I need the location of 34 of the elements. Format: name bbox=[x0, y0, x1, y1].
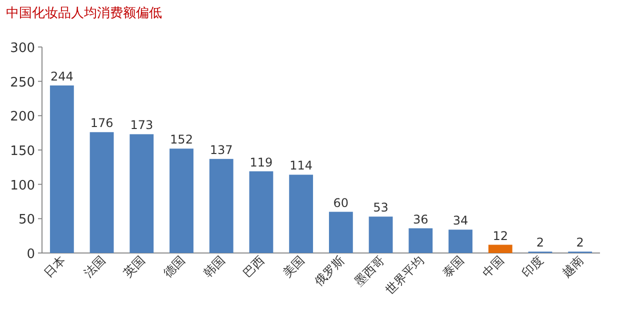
y-tick-label: 50 bbox=[18, 212, 35, 228]
y-tick-label: 200 bbox=[10, 110, 35, 125]
y-tick-label: 300 bbox=[10, 41, 35, 56]
y-tick-label: 100 bbox=[10, 178, 35, 194]
data-label: 173 bbox=[130, 118, 154, 132]
title: 中国化妆品人均消费额偏低 bbox=[6, 5, 162, 20]
y-tick-label: 0 bbox=[26, 247, 35, 262]
data-label: 53 bbox=[373, 200, 388, 215]
x-tick-label: 英国 bbox=[120, 253, 148, 280]
data-label: 2 bbox=[576, 236, 584, 250]
x-tick-label: 美国 bbox=[280, 253, 308, 280]
x-tick-label: 法国 bbox=[81, 253, 108, 280]
data-label: 114 bbox=[290, 158, 313, 173]
data-label: 2 bbox=[536, 236, 544, 250]
data-label: 244 bbox=[50, 69, 74, 84]
x-tick-label: 泰国 bbox=[440, 253, 467, 280]
x-tick-label: 中国 bbox=[480, 253, 506, 280]
data-label: 119 bbox=[250, 155, 273, 170]
x-tick-label: 越南 bbox=[559, 253, 586, 280]
data-label: 34 bbox=[452, 214, 468, 228]
data-label: 152 bbox=[170, 132, 193, 147]
x-tick-label: 巴西 bbox=[240, 253, 268, 280]
data-label: 176 bbox=[90, 116, 114, 130]
data-label: 137 bbox=[210, 142, 233, 157]
data-label: 12 bbox=[492, 228, 508, 243]
x-tick-label: 印度 bbox=[519, 253, 546, 280]
x-tick-label: 韩国 bbox=[200, 253, 228, 280]
y-tick-label: 150 bbox=[10, 144, 35, 159]
x-tick-label: 德国 bbox=[160, 253, 188, 280]
x-tick-label: 日本 bbox=[41, 253, 68, 280]
data-label: 36 bbox=[413, 212, 428, 226]
x-tick-label: 俄罗斯 bbox=[312, 253, 348, 289]
data-label: 60 bbox=[333, 196, 349, 210]
y-tick-label: 250 bbox=[10, 75, 35, 90]
